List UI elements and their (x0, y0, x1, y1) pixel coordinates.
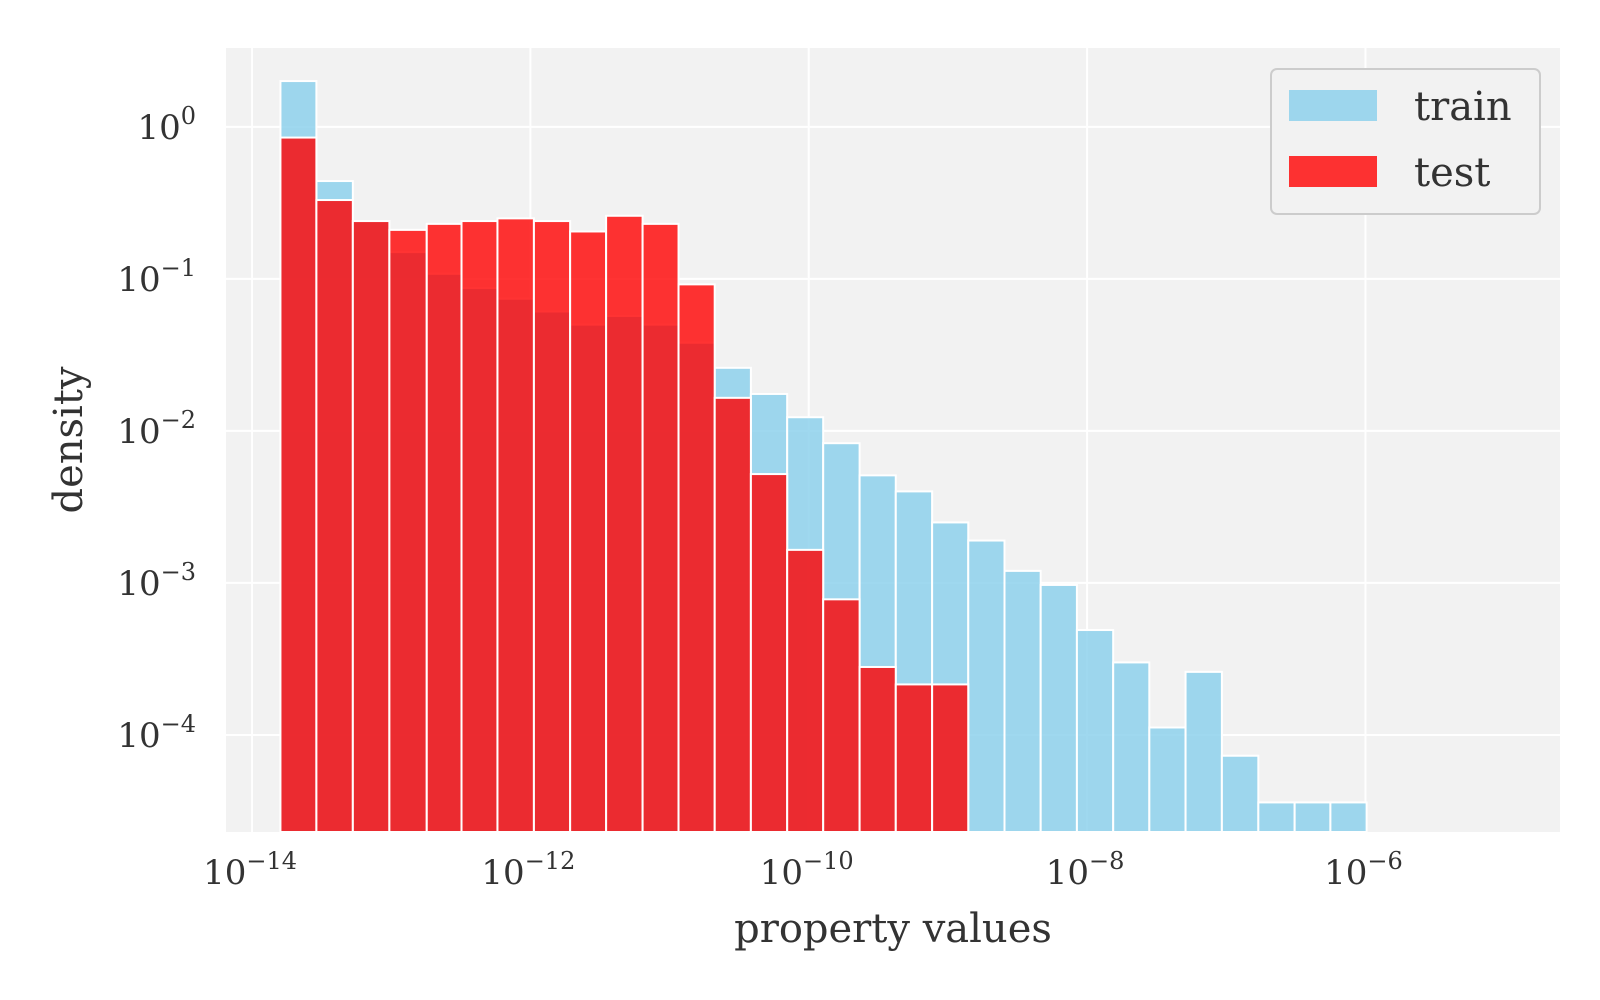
bar-train (1075, 629, 1115, 833)
y-tick-label: 100 (137, 102, 196, 148)
bar-test (641, 222, 680, 834)
y-tick-label: 10−1 (117, 254, 196, 300)
y-tick-label: 10−4 (117, 710, 196, 756)
bar-test (894, 683, 934, 834)
y-axis-tick-labels: 100 10−1 10−2 10−3 10−4 (117, 102, 196, 756)
bar-test (460, 220, 499, 833)
bar-test (532, 220, 572, 833)
legend-swatch-train (1289, 90, 1377, 121)
bar-test (315, 199, 354, 834)
bar-test (786, 548, 825, 833)
bar-train (1293, 801, 1332, 833)
legend-label-train: train (1414, 84, 1512, 130)
bar-test (388, 228, 428, 834)
bar-test (605, 214, 644, 833)
bar-test (351, 220, 391, 833)
x-tick-label: 10−12 (481, 847, 575, 893)
x-axis-label: property values (734, 906, 1052, 952)
bar-test (931, 683, 970, 834)
bar-train (1257, 801, 1296, 833)
bar-test (858, 665, 897, 833)
y-tick-label: 10−2 (117, 406, 196, 452)
bar-train (967, 539, 1006, 833)
x-tick-label: 10−6 (1324, 847, 1403, 893)
y-axis-label: density (46, 366, 92, 513)
bar-train (1003, 569, 1042, 833)
bar-train (1112, 661, 1151, 834)
bar-test (569, 230, 608, 833)
bar-train (1220, 754, 1260, 833)
y-tick-label: 10−3 (117, 558, 196, 604)
bar-train (1039, 583, 1078, 834)
legend: train test (1270, 68, 1541, 215)
x-tick-label: 10−10 (760, 847, 854, 893)
bar-train (1148, 726, 1187, 833)
bar-test (713, 396, 752, 833)
legend-label-test: test (1414, 150, 1490, 196)
x-tick-label: 10−14 (203, 847, 297, 893)
bar-test (749, 473, 789, 833)
bar-test (279, 136, 318, 833)
test-bars (279, 136, 970, 834)
bar-test (425, 222, 463, 834)
bar-train (1329, 801, 1368, 833)
bar-test (677, 283, 716, 833)
x-tick-label: 10−8 (1046, 847, 1125, 893)
legend-swatch-test (1289, 156, 1377, 187)
bar-train (1184, 670, 1223, 833)
x-axis-tick-labels: 10−14 10−12 10−10 10−8 10−6 (203, 847, 1403, 893)
bar-test (496, 217, 535, 834)
bar-test (822, 598, 861, 833)
